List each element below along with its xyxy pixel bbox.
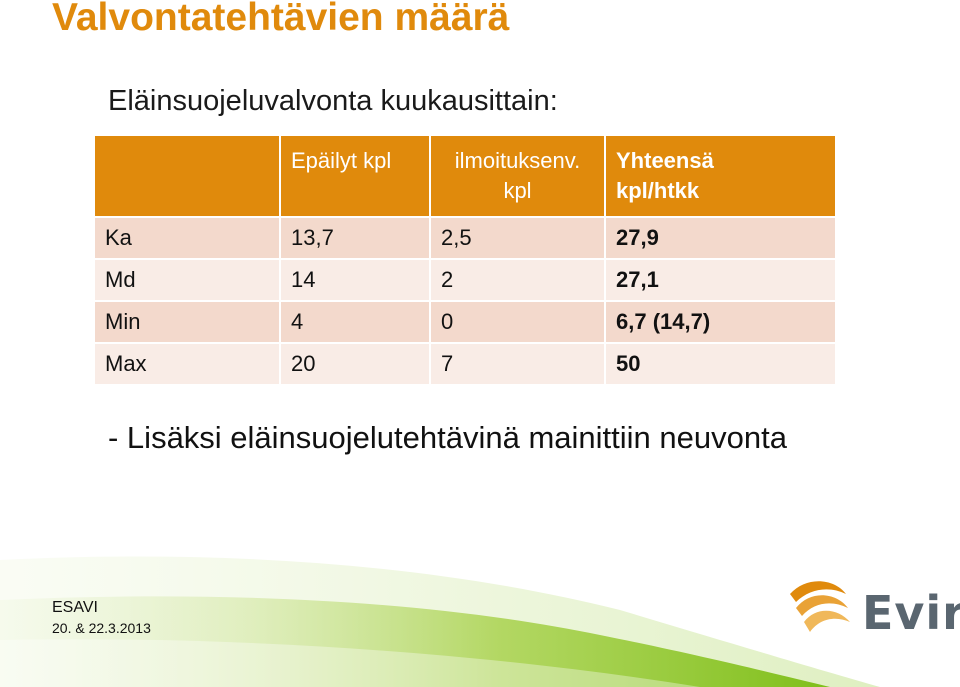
cell-epailyt: 4 — [280, 301, 431, 344]
page-title: Valvontatehtävien määrä — [52, 0, 510, 39]
cell-yhteensa: 50 — [605, 343, 837, 386]
header-epailyt: Epäilyt kpl — [280, 136, 431, 218]
table-row: Ka 13,7 2,5 27,9 — [95, 217, 837, 260]
header-ilmoitukset-line2: kpl — [503, 178, 532, 203]
decorative-wave — [0, 556, 880, 687]
note-text: - Lisäksi eläinsuojelutehtävinä mainitti… — [108, 420, 787, 455]
header-empty — [95, 136, 281, 218]
cell-ilmoitukset: 2,5 — [430, 217, 606, 260]
subtitle: Eläinsuojeluvalvonta kuukausittain: — [108, 85, 558, 117]
header-ilmoitukset-line1: ilmoituksenv. — [454, 148, 581, 173]
header-ilmoitukset: ilmoituksenv. kpl — [430, 136, 606, 218]
evira-leaf-icon — [790, 581, 850, 632]
header-yhteensa: Yhteensä kpl/htkk — [605, 136, 837, 218]
table-row: Md 14 2 27,1 — [95, 259, 837, 302]
footer-date: 20. & 22.3.2013 — [52, 620, 151, 636]
cell-yhteensa: 6,7 (14,7) — [605, 301, 837, 344]
table-row: Max 20 7 50 — [95, 343, 837, 386]
row-label: Md — [95, 259, 281, 302]
stats-table: Epäilyt kpl ilmoituksenv. kpl Yhteensä k… — [95, 136, 837, 386]
row-label: Ka — [95, 217, 281, 260]
cell-ilmoitukset: 2 — [430, 259, 606, 302]
footer-organization: ESAVI — [52, 599, 98, 616]
cell-epailyt: 14 — [280, 259, 431, 302]
header-yhteensa-line2: kpl/htkk — [616, 178, 700, 203]
row-label: Min — [95, 301, 281, 344]
cell-epailyt: 20 — [280, 343, 431, 386]
evira-logo-text: Evira — [862, 586, 960, 640]
table-header-row: Epäilyt kpl ilmoituksenv. kpl Yhteensä k… — [95, 136, 837, 218]
cell-yhteensa: 27,1 — [605, 259, 837, 302]
cell-ilmoitukset: 0 — [430, 301, 606, 344]
row-label: Max — [95, 343, 281, 386]
cell-ilmoitukset: 7 — [430, 343, 606, 386]
table-row: Min 4 0 6,7 (14,7) — [95, 301, 837, 344]
cell-epailyt: 13,7 — [280, 217, 431, 260]
cell-yhteensa: 27,9 — [605, 217, 837, 260]
header-yhteensa-line1: Yhteensä — [616, 148, 714, 173]
